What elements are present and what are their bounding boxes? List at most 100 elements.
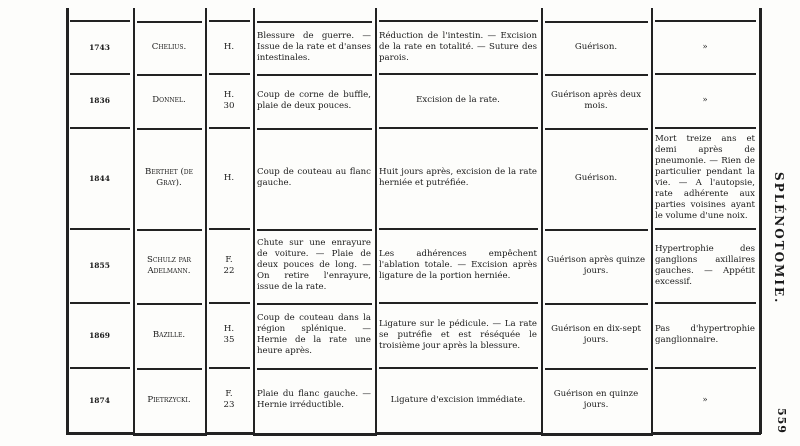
year-text: 1874 [89,395,110,405]
row-rule [257,74,372,76]
row-rule [545,368,648,370]
cell-sex-age: F. 22 [209,231,249,300]
row-rule [137,368,202,370]
cell-cause: Coup de corne de buffle, plaie de deux p… [257,76,371,125]
sex-age-text: F. 23 [223,389,235,410]
cell-result: Guérison en dix-sept jours. [545,305,647,365]
cell-cause: Coup de couteau dans la région splénique… [257,305,371,365]
cell-operation: Réduction de l'intestin. — Excision de l… [379,23,537,71]
cause-text: Coup de couteau au flanc gauche. [257,167,371,188]
author-text: Schulz par Adelmann. [147,254,191,276]
author-text: Bazille. [152,329,186,340]
cell-notes: Hypertrophie des ganglions axillaires ga… [655,231,755,300]
result-text: Guérison en dix-sept jours. [551,324,641,345]
cell-author: Pietrzycki. [137,370,201,430]
row-rule [257,368,372,370]
row-rule [253,433,377,436]
column-rule [133,8,135,434]
cell-sex-age: H. [209,23,249,71]
operation-text: Ligature d'excision immédiate. [390,394,526,405]
cell-cause: Plaie du flanc gauche. — Hernie irréduct… [257,370,371,430]
row-rule [379,367,538,369]
row-rule [70,302,130,304]
cell-year: 1874 [70,370,129,430]
row-rule [651,432,761,435]
result-text: Guérison. [574,41,618,52]
notes-text: » [702,394,708,405]
notes-text: » [702,41,708,52]
sex-age-text: F. 22 [223,254,235,276]
cell-cause: Blessure de guerre. — Issue de la rate e… [257,23,371,71]
cause-text: Chute sur une enrayure de voiture. — Pla… [257,238,371,292]
row-rule [209,302,250,304]
cell-year: 1836 [70,76,129,125]
row-rule [379,228,538,230]
cell-result: Guérison. [545,130,647,226]
row-rule [379,127,538,129]
row-rule [66,432,135,435]
running-title: SPLÉNOTOMIE. [772,172,786,305]
cell-notes: » [655,370,755,430]
sex-age-text: H. 30 [223,89,235,111]
cell-operation: Ligature d'excision immédiate. [379,370,537,430]
column-rule [651,8,653,434]
cell-author: Schulz par Adelmann. [137,231,201,300]
cell-notes: » [655,76,755,125]
cell-result: Guérison après quinze jours. [545,231,647,300]
cell-year: 1855 [70,231,129,300]
cause-text: Blessure de guerre. — Issue de la rate e… [257,30,371,63]
cell-year: 1844 [70,130,129,226]
sex-age-text: H. [223,172,235,183]
row-rule [209,73,250,75]
page-number: 559 [775,408,788,434]
row-rule [205,432,255,435]
cell-cause: Coup de couteau au flanc gauche. [257,130,371,226]
row-rule [70,367,130,369]
operation-text: Huit jours après, excision de la rate he… [379,167,537,188]
row-rule [70,127,130,129]
cell-operation: Ligature sur le pédicule. — La rate se p… [379,305,537,365]
row-rule [137,21,202,23]
result-text: Guérison après deux mois. [550,89,642,111]
cell-result: Guérison. [545,23,647,71]
row-rule [70,73,130,75]
cell-operation: Excision de la rate. [379,76,537,125]
operation-text: Excision de la rate. [416,95,500,105]
year-text: 1836 [89,96,110,105]
row-rule [209,127,250,129]
sex-age-text: H. 35 [223,324,235,345]
row-rule [133,433,207,436]
row-rule [655,302,756,304]
author-text: Berthet (de Gray). [145,167,193,188]
cell-notes: Mort treize ans et demi après de pneumon… [655,130,755,226]
row-rule [209,228,250,230]
notes-text: Pas d'hypertrophie ganglionnaire. [655,324,755,345]
result-text: Guérison en quinze jours. [553,389,639,410]
row-rule [545,229,648,231]
result-text: Guérison après quinze jours. [546,254,646,276]
row-rule [379,20,538,22]
row-rule [137,74,202,76]
cell-author: Chelius. [137,23,201,71]
row-rule [137,229,202,231]
cell-sex-age: H. 30 [209,76,249,125]
cell-cause: Chute sur une enrayure de voiture. — Pla… [257,231,371,300]
row-rule [655,228,756,230]
year-text: 1869 [89,330,110,340]
year-text: 1855 [89,261,110,270]
notes-text: » [702,95,708,105]
cell-result: Guérison en quinze jours. [545,370,647,430]
notes-text: Mort treize ans et demi après de pneumon… [655,134,755,221]
year-text: 1844 [89,173,110,183]
row-rule [257,128,372,130]
row-rule [379,302,538,304]
row-rule [137,128,202,130]
row-rule [209,367,250,369]
row-rule [70,228,130,230]
row-rule [655,20,756,22]
row-rule [70,20,130,22]
operation-text: Réduction de l'intestin. — Excision de l… [379,30,537,63]
cause-text: Coup de couteau dans la région splénique… [257,313,371,356]
cell-operation: Les adhérences empêchent l'ablation tota… [379,231,537,300]
